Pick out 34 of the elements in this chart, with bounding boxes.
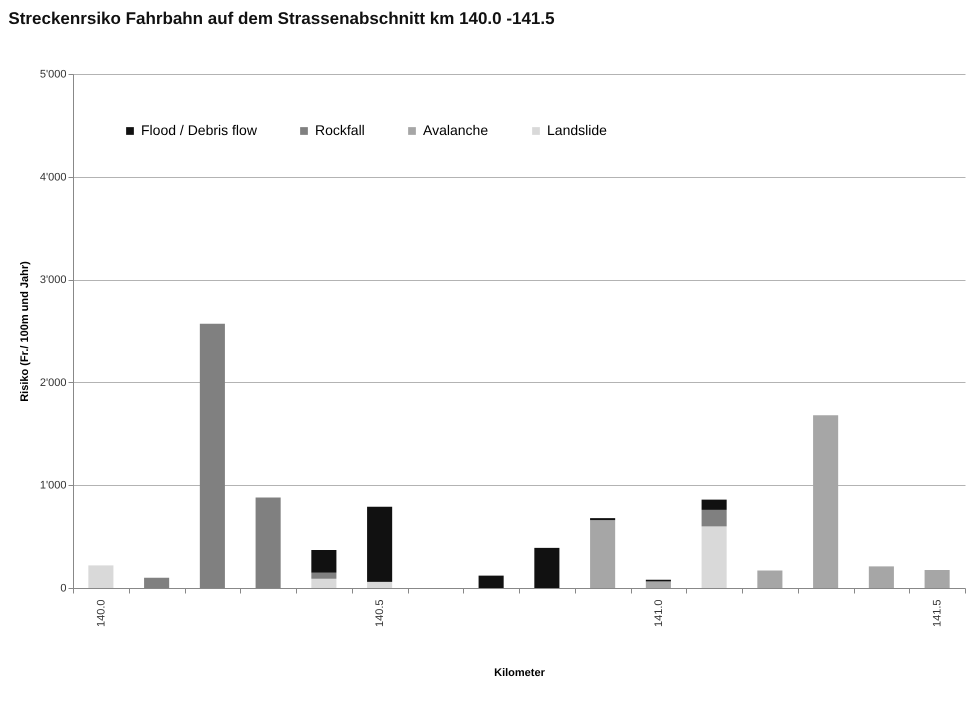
bar <box>646 581 671 588</box>
y-tick-label: 0 <box>60 582 66 594</box>
y-tick-label: 4'000 <box>40 171 66 184</box>
chart-title: Streckenrsiko Fahrbahn auf dem Strassenabschnitt km 140.0 -141.5 <box>8 9 555 28</box>
bar <box>590 520 616 588</box>
legend-label: Flood / Debris flow <box>141 122 258 138</box>
legend-label: Landslide <box>547 122 608 138</box>
y-tick-label: 1'000 <box>40 480 66 492</box>
bar <box>311 572 336 579</box>
bar <box>367 506 392 582</box>
bar <box>924 570 950 588</box>
x-axis-title: Kilometer <box>494 667 546 680</box>
bar <box>813 415 838 588</box>
y-tick-label: 5'000 <box>40 68 66 80</box>
bar <box>702 526 727 588</box>
bar <box>478 576 504 588</box>
y-tick-label: 2'000 <box>40 376 66 389</box>
x-tick-label: 141.0 <box>652 600 665 628</box>
legend-label: Avalanche <box>423 122 488 138</box>
legend-label: Rockfall <box>315 122 365 138</box>
y-tick-label: 3'000 <box>40 274 66 286</box>
bar <box>702 500 727 510</box>
bar <box>367 582 392 588</box>
x-tick-label: 141.5 <box>932 600 944 628</box>
bar <box>534 548 560 588</box>
bar <box>702 510 727 526</box>
bar <box>311 578 336 588</box>
bar <box>88 565 114 588</box>
x-tick-label: 140.5 <box>374 600 386 628</box>
bar <box>868 566 894 588</box>
y-axis-title: Risiko (Fr./ 100m und Jahr) <box>18 260 31 402</box>
bar <box>311 550 336 573</box>
x-tick-label: 140.0 <box>95 600 108 628</box>
bar <box>757 570 782 588</box>
